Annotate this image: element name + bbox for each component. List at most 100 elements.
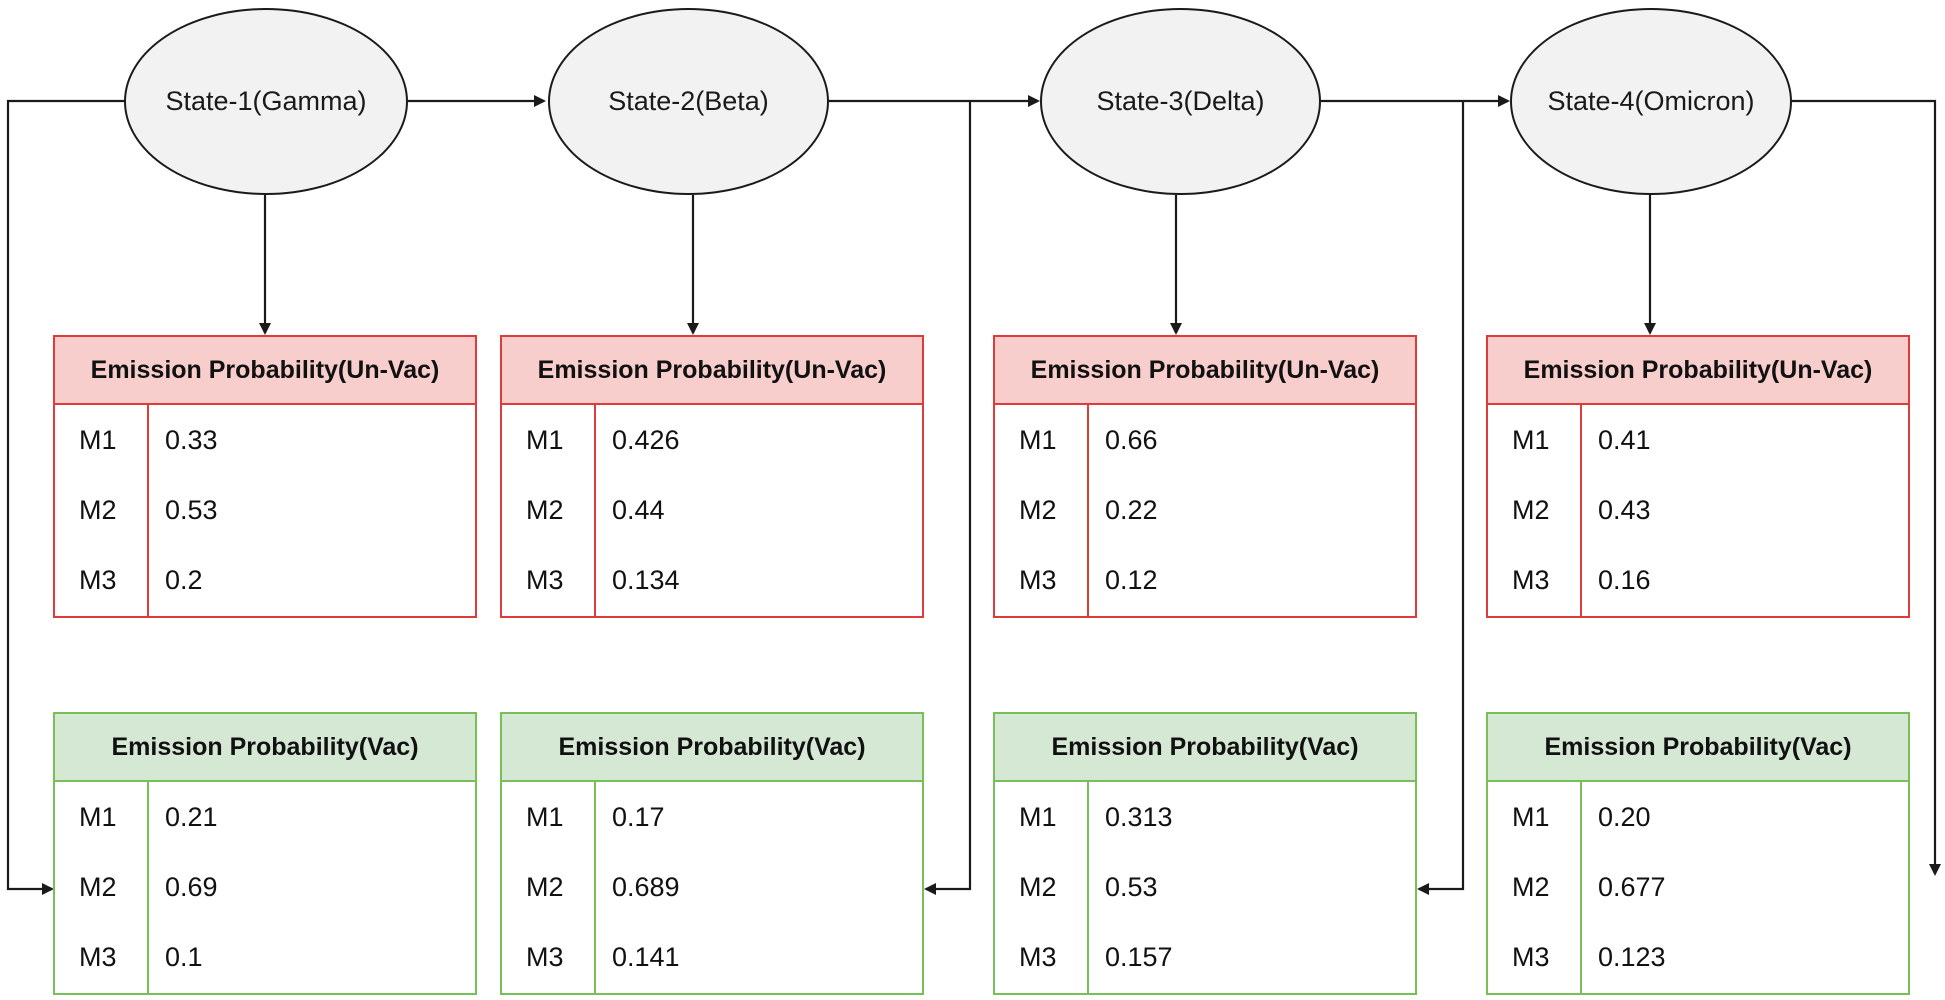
column-divider — [147, 405, 149, 616]
row-value: 0.134 — [612, 565, 680, 596]
row-value: 0.53 — [165, 494, 218, 525]
emission-table-unvac-4: Emission Probability(Un-Vac) M1 0.41 M2 0.… — [1486, 335, 1910, 618]
state-node-4: State-4(Omicron) — [1510, 8, 1792, 195]
row-value: 0.43 — [1598, 494, 1651, 525]
table-body: M1 0.21 M2 0.69 M3 0.1 — [55, 782, 475, 993]
table-header: Emission Probability(Vac) — [502, 714, 922, 782]
row-key: M3 — [79, 565, 117, 596]
row-key: M1 — [1512, 424, 1550, 455]
row-value: 0.12 — [1105, 565, 1158, 596]
row-key: M3 — [1019, 565, 1057, 596]
table-body: M1 0.66 M2 0.22 M3 0.12 — [995, 405, 1415, 616]
emission-arrow-1-vac — [6, 99, 124, 895]
row-key: M3 — [1512, 565, 1550, 596]
emission-table-vac-2: Emission Probability(Vac) M1 0.17 M2 0.689… — [500, 712, 924, 995]
row-key: M1 — [1512, 801, 1550, 832]
row-value: 0.53 — [1105, 871, 1158, 902]
table-row: M3 0.123 — [1488, 923, 1908, 993]
table-row: M1 0.41 — [1488, 405, 1908, 475]
column-divider — [1580, 782, 1582, 993]
table-row: M3 0.12 — [995, 546, 1415, 616]
table-row: M1 0.33 — [55, 405, 475, 475]
row-key: M3 — [1019, 942, 1057, 973]
table-header: Emission Probability(Vac) — [995, 714, 1415, 782]
emission-table-vac-1: Emission Probability(Vac) M1 0.21 M2 0.69 … — [53, 712, 477, 995]
row-value: 0.17 — [612, 801, 665, 832]
table-row: M2 0.44 — [502, 475, 922, 545]
row-key: M2 — [1512, 494, 1550, 525]
state-node-1: State-1(Gamma) — [124, 8, 408, 195]
row-value: 0.16 — [1598, 565, 1651, 596]
table-header: Emission Probability(Un-Vac) — [55, 337, 475, 405]
row-key: M2 — [526, 871, 564, 902]
table-row: M3 0.141 — [502, 923, 922, 993]
column-divider — [147, 782, 149, 993]
column-divider — [1087, 782, 1089, 993]
table-body: M1 0.426 M2 0.44 M3 0.134 — [502, 405, 922, 616]
row-key: M3 — [1512, 942, 1550, 973]
table-row: M3 0.16 — [1488, 546, 1908, 616]
row-value: 0.426 — [612, 424, 680, 455]
row-key: M3 — [526, 942, 564, 973]
column-divider — [594, 405, 596, 616]
table-row: M2 0.689 — [502, 852, 922, 922]
row-key: M1 — [526, 801, 564, 832]
column-divider — [1580, 405, 1582, 616]
state-label: State-2(Beta) — [608, 86, 769, 116]
row-value: 0.313 — [1105, 801, 1173, 832]
row-key: M2 — [526, 494, 564, 525]
table-row: M2 0.53 — [55, 475, 475, 545]
table-body: M1 0.313 M2 0.53 M3 0.157 — [995, 782, 1415, 993]
emission-table-vac-3: Emission Probability(Vac) M1 0.313 M2 0.53… — [993, 712, 1417, 995]
row-value: 0.123 — [1598, 942, 1666, 973]
table-row: M1 0.17 — [502, 782, 922, 852]
table-row: M3 0.134 — [502, 546, 922, 616]
table-row: M3 0.1 — [55, 923, 475, 993]
emission-table-unvac-2: Emission Probability(Un-Vac) M1 0.426 M2 0… — [500, 335, 924, 618]
table-row: M2 0.43 — [1488, 475, 1908, 545]
row-key: M3 — [526, 565, 564, 596]
state-node-3: State-3(Delta) — [1040, 8, 1321, 195]
row-value: 0.157 — [1105, 942, 1173, 973]
table-row: M1 0.426 — [502, 405, 922, 475]
row-value: 0.66 — [1105, 424, 1158, 455]
table-row: M3 0.157 — [995, 923, 1415, 993]
row-value: 0.1 — [165, 942, 203, 973]
state-label: State-1(Gamma) — [165, 86, 367, 116]
table-row: M2 0.22 — [995, 475, 1415, 545]
emission-table-vac-4: Emission Probability(Vac) M1 0.20 M2 0.677… — [1486, 712, 1910, 995]
table-header: Emission Probability(Vac) — [55, 714, 475, 782]
emission-arrow-4-vac — [1792, 99, 1941, 876]
table-body: M1 0.20 M2 0.677 M3 0.123 — [1488, 782, 1908, 993]
row-value: 0.677 — [1598, 871, 1666, 902]
table-row: M1 0.313 — [995, 782, 1415, 852]
table-row: M1 0.66 — [995, 405, 1415, 475]
table-header: Emission Probability(Un-Vac) — [995, 337, 1415, 405]
row-key: M1 — [1019, 424, 1057, 455]
state-label: State-4(Omicron) — [1547, 86, 1755, 116]
table-header: Emission Probability(Vac) — [1488, 714, 1908, 782]
row-value: 0.69 — [165, 871, 218, 902]
table-body: M1 0.33 M2 0.53 M3 0.2 — [55, 405, 475, 616]
table-body: M1 0.17 M2 0.689 M3 0.141 — [502, 782, 922, 993]
column-divider — [1087, 405, 1089, 616]
row-value: 0.21 — [165, 801, 218, 832]
emission-arrow-3-vac — [1417, 101, 1465, 895]
row-key: M1 — [79, 801, 117, 832]
state-node-2: State-2(Beta) — [548, 8, 829, 195]
row-key: M3 — [79, 942, 117, 973]
row-key: M2 — [79, 494, 117, 525]
table-header: Emission Probability(Un-Vac) — [1488, 337, 1908, 405]
row-value: 0.141 — [612, 942, 680, 973]
row-value: 0.22 — [1105, 494, 1158, 525]
table-row: M1 0.20 — [1488, 782, 1908, 852]
table-row: M2 0.677 — [1488, 852, 1908, 922]
row-value: 0.689 — [612, 871, 680, 902]
row-key: M2 — [1019, 494, 1057, 525]
row-value: 0.41 — [1598, 424, 1651, 455]
row-value: 0.20 — [1598, 801, 1651, 832]
table-header: Emission Probability(Un-Vac) — [502, 337, 922, 405]
table-body: M1 0.41 M2 0.43 M3 0.16 — [1488, 405, 1908, 616]
column-divider — [594, 782, 596, 993]
